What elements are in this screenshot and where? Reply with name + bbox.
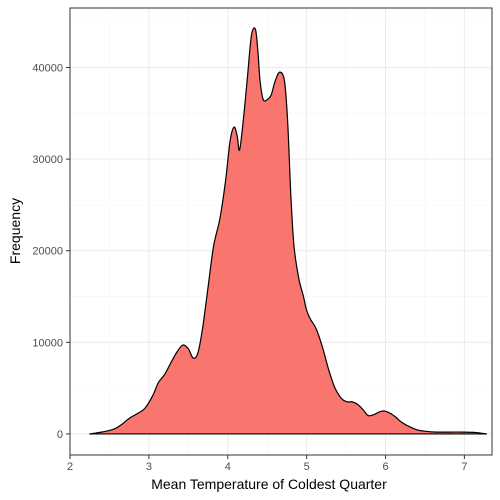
y-tick-label: 20000 xyxy=(32,246,63,258)
x-tick-label: 5 xyxy=(304,461,310,473)
x-tick-label: 3 xyxy=(146,461,152,473)
y-tick-label: 30000 xyxy=(32,154,63,166)
density-area-layer xyxy=(89,27,488,435)
density-area xyxy=(89,27,488,435)
x-tick-label: 4 xyxy=(225,461,231,473)
x-tick-label: 6 xyxy=(382,461,388,473)
x-tick-label: 7 xyxy=(461,461,467,473)
x-axis-title: Mean Temperature of Coldest Quarter xyxy=(151,476,387,492)
x-tick-label: 2 xyxy=(67,461,73,473)
y-axis-title: Frequency xyxy=(7,198,23,264)
y-tick-label: 0 xyxy=(57,429,63,441)
y-tick-label: 10000 xyxy=(32,337,63,349)
panel-border xyxy=(69,7,493,456)
axis-layer: 2 3 4 5 6 7 0 10000 20000 30000 40000 xyxy=(32,63,467,473)
y-tick-label: 40000 xyxy=(32,63,63,75)
